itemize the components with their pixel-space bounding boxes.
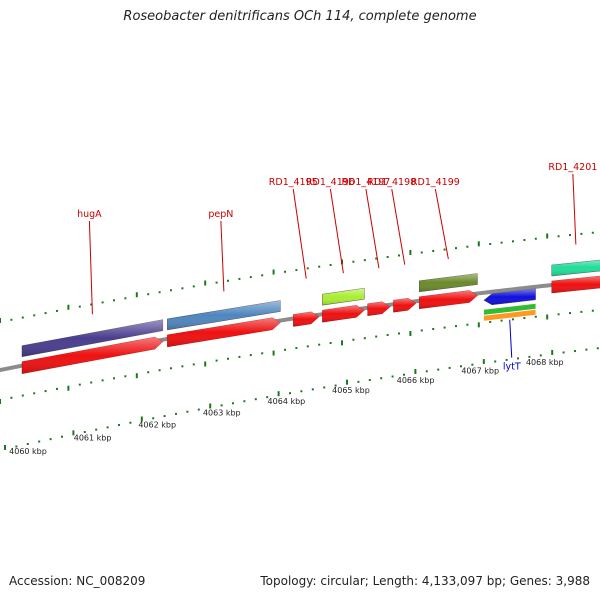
map-title: Roseobacter denitrificans OCh 114, compl… [123,9,477,24]
cds-gloss [551,276,600,294]
kbp-label: 4062 kbp [138,421,176,430]
feature-gloss [419,273,478,292]
feature-track [21,259,600,357]
gene-label-pepn: pepN [208,209,233,220]
cds-gloss [322,305,365,323]
gene-label-rd1-4197: RD1_4197 [341,177,390,188]
kbp-label: 4064 kbp [268,397,306,406]
feature-gloss [322,288,365,306]
leader-line [88,220,93,315]
leader-line [292,188,307,279]
kbp-label: 4061 kbp [74,433,112,442]
cds-gloss [167,317,281,347]
leader-line [391,188,406,265]
kbp-label: 4068 kbp [526,358,564,367]
kbp-tick-track [0,309,599,450]
feature-strip-orange [483,309,536,321]
feature-gloss [483,288,536,305]
leader-line [220,220,225,292]
cds-gloss [419,290,478,309]
genome-summary: Topology: circular; Length: 4,133,097 bp… [260,574,590,588]
kbp-label: 4063 kbp [203,408,241,417]
leader-line [365,188,380,269]
gene-labels: hugA pepN RD1_4195RD1_4196RD1_4197RD1_4198… [77,162,597,373]
cds-gloss [293,311,320,327]
kbp-label: 4060 kbp [9,447,47,456]
gene-label-rd1-4198: RD1_4198 [367,177,416,188]
cds-gloss [22,337,163,374]
leader-line [509,319,513,358]
feature-strip-green [483,303,536,315]
kbp-label: 4065 kbp [332,386,370,395]
gene-label-huga: hugA [77,209,102,220]
kbp-label: 4066 kbp [397,376,435,385]
gene-label-rd1-4201: RD1_4201 [548,162,597,173]
forward-tick-track [0,231,594,324]
kbp-label: 4067 kbp [461,367,499,376]
leader-line [434,188,449,260]
leader-line [572,173,577,245]
accession-text: Accession: NC_008209 [9,574,146,588]
feature-gloss [167,300,281,330]
gene-label-rd1-4196: RD1_4196 [306,177,355,188]
cds-gloss [393,298,417,313]
kbp-labels: 4060 kbp 4061 kbp 4062 kbp 4063 kbp 4064 kbp… [9,358,564,456]
gene-label-rd1-4199: RD1_4199 [411,177,460,188]
gene-label-lytt: lytT [503,362,521,373]
feature-gloss [22,319,163,357]
leader-line [329,188,344,274]
gene-label-rd1-4195: RD1_4195 [269,177,318,188]
cds-gloss [367,301,391,316]
cds-track [21,275,600,374]
feature-gloss [551,260,600,277]
